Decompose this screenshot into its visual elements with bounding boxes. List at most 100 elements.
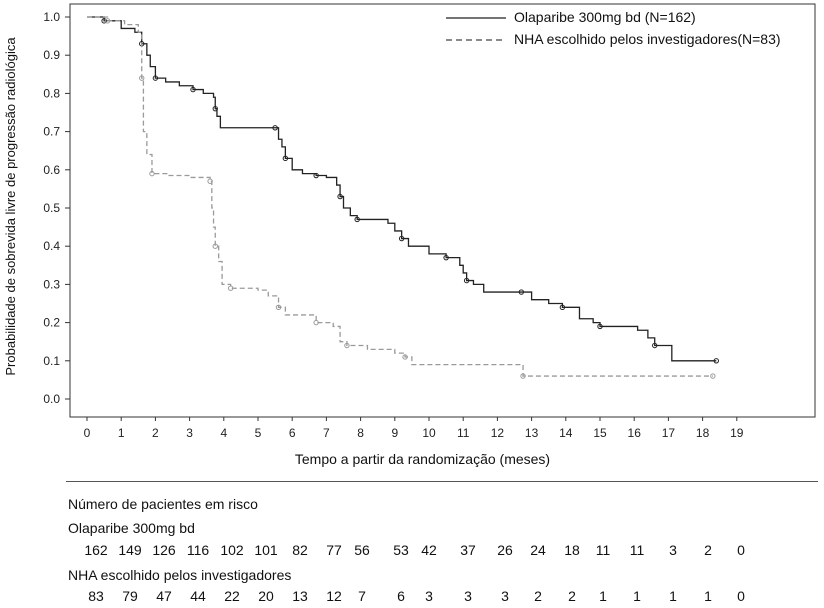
risk-count: 3 bbox=[669, 542, 677, 558]
risk-row-olaparib: 162 149 126 116 102 101 82 77 56 53 42 37 26 24 18 11 11… bbox=[0, 542, 824, 560]
censor-marker bbox=[207, 178, 213, 184]
censor-marker bbox=[101, 18, 107, 24]
y-tick-label: 0.1 bbox=[43, 354, 60, 368]
censor-marker bbox=[212, 105, 218, 112]
x-tick-label: 18 bbox=[696, 426, 710, 440]
risk-count: 162 bbox=[84, 542, 108, 558]
y-tick-label: 0.8 bbox=[43, 86, 60, 100]
risk-count: 56 bbox=[354, 542, 370, 558]
risk-row-label-nha: NHA escolhido pelos investigadores bbox=[68, 567, 292, 583]
legend-label: Olaparibe 300mg bd (N=162) bbox=[514, 9, 696, 25]
risk-count: 83 bbox=[88, 588, 104, 604]
y-tick-label: 0.3 bbox=[43, 277, 60, 291]
x-tick-label: 8 bbox=[357, 426, 364, 440]
risk-count: 126 bbox=[152, 542, 176, 558]
y-tick-label: 0.5 bbox=[43, 201, 60, 215]
risk-count: 22 bbox=[224, 588, 240, 604]
x-tick-label: 12 bbox=[491, 426, 505, 440]
risk-count: 42 bbox=[421, 542, 437, 558]
risk-count: 12 bbox=[326, 588, 342, 604]
x-tick-label: 19 bbox=[730, 426, 744, 440]
censor-marker bbox=[354, 216, 360, 223]
censor-marker bbox=[282, 155, 289, 162]
censor-marker bbox=[272, 125, 278, 131]
censor-marker bbox=[227, 285, 234, 291]
risk-count: 1 bbox=[633, 588, 641, 604]
censor-marker bbox=[652, 342, 658, 349]
censor-marker bbox=[152, 75, 159, 81]
censor-marker bbox=[139, 75, 145, 81]
x-tick-label: 0 bbox=[84, 426, 91, 440]
censor-marker bbox=[190, 86, 196, 93]
censor-marker bbox=[104, 18, 111, 24]
x-tick-label: 16 bbox=[628, 426, 642, 440]
censor-marker bbox=[402, 354, 408, 360]
y-tick-label: 0.6 bbox=[43, 163, 60, 177]
x-tick-label: 2 bbox=[152, 426, 159, 440]
risk-count: 0 bbox=[737, 542, 745, 558]
x-tick-label: 14 bbox=[559, 426, 573, 440]
risk-count: 3 bbox=[425, 588, 433, 604]
risk-count: 2 bbox=[534, 588, 542, 604]
series-line-olaparib bbox=[87, 16, 717, 362]
censor-marker bbox=[463, 277, 470, 284]
censor-marker bbox=[713, 358, 719, 364]
x-tick-label: 17 bbox=[662, 426, 676, 440]
censor-marker bbox=[149, 170, 155, 177]
risk-count: 24 bbox=[530, 542, 546, 558]
risk-count: 26 bbox=[497, 542, 513, 558]
y-axis-label: Probabilidade de sobrevida livre de prog… bbox=[3, 37, 18, 376]
risk-count: 2 bbox=[568, 588, 576, 604]
x-tick-label: 4 bbox=[220, 426, 227, 440]
censor-marker bbox=[443, 254, 449, 261]
risk-count: 11 bbox=[629, 542, 645, 558]
risk-count: 11 bbox=[595, 542, 611, 558]
risk-count: 79 bbox=[122, 588, 138, 604]
x-tick-label: 13 bbox=[525, 426, 539, 440]
x-tick-label: 10 bbox=[422, 426, 436, 440]
risk-count: 13 bbox=[292, 588, 308, 604]
risk-count: 47 bbox=[156, 588, 172, 604]
risk-table-divider bbox=[66, 481, 818, 482]
risk-table-title: Número de pacientes em risco bbox=[68, 496, 258, 512]
risk-count: 101 bbox=[254, 542, 278, 558]
risk-count: 3 bbox=[501, 588, 509, 604]
y-tick-label: 0.0 bbox=[43, 392, 60, 406]
risk-count: 53 bbox=[393, 542, 409, 558]
risk-count: 7 bbox=[358, 588, 366, 604]
risk-count: 6 bbox=[397, 588, 405, 604]
censor-marker bbox=[520, 373, 526, 379]
x-tick-label: 9 bbox=[391, 426, 398, 440]
risk-count: 82 bbox=[292, 542, 308, 558]
y-tick-label: 0.9 bbox=[43, 48, 60, 62]
series-line-nha bbox=[87, 16, 713, 377]
x-tick-label: 15 bbox=[593, 426, 607, 440]
risk-count: 1 bbox=[599, 588, 607, 604]
x-axis-label: Tempo a partir da randomização (meses) bbox=[295, 451, 550, 467]
risk-count: 2 bbox=[704, 542, 712, 558]
risk-count: 1 bbox=[704, 588, 712, 604]
legend-label: NHA escolhido pelos investigadores(N=83) bbox=[514, 31, 781, 47]
censor-marker bbox=[313, 172, 319, 179]
censor-marker bbox=[212, 243, 218, 249]
censor-marker bbox=[313, 319, 319, 326]
censor-marker bbox=[597, 323, 603, 330]
censor-marker bbox=[559, 304, 566, 311]
risk-count: 0 bbox=[737, 588, 745, 604]
risk-count: 149 bbox=[118, 542, 142, 558]
risk-count: 20 bbox=[258, 588, 274, 604]
risk-count: 37 bbox=[460, 542, 476, 558]
risk-count: 77 bbox=[326, 542, 342, 558]
censor-marker bbox=[337, 193, 343, 200]
censor-marker bbox=[710, 373, 716, 379]
risk-row-label-olaparib: Olaparibe 300mg bd bbox=[68, 520, 195, 536]
y-tick-label: 0.2 bbox=[43, 316, 60, 330]
x-tick-label: 7 bbox=[323, 426, 330, 440]
censor-marker bbox=[275, 304, 282, 311]
censor-marker bbox=[518, 289, 525, 295]
x-tick-label: 11 bbox=[457, 426, 470, 440]
risk-row-nha: 83 79 47 44 22 20 13 12 7 6 3 3 3 2 2 1 1 1 1 0 bbox=[0, 588, 824, 606]
x-tick-label: 5 bbox=[255, 426, 262, 440]
risk-count: 44 bbox=[190, 588, 206, 604]
risk-count: 3 bbox=[464, 588, 472, 604]
